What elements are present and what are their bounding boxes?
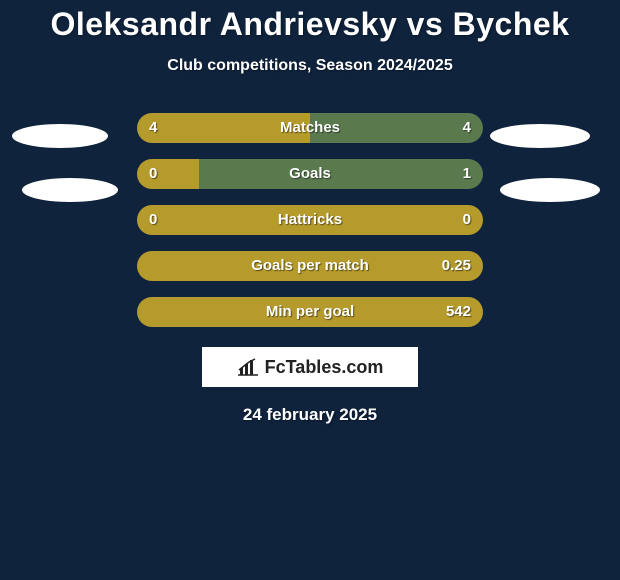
decor-ellipse xyxy=(12,124,108,148)
comparison-card: Oleksandr Andrievsky vs Bychek Club comp… xyxy=(0,0,620,580)
stat-label: Goals xyxy=(137,159,483,189)
page-subtitle: Club competitions, Season 2024/2025 xyxy=(0,57,620,75)
decor-ellipse xyxy=(490,124,590,148)
bar-chart-icon xyxy=(237,358,259,376)
footer-date: 24 february 2025 xyxy=(0,405,620,425)
decor-ellipse xyxy=(500,178,600,202)
page-title: Oleksandr Andrievsky vs Bychek xyxy=(0,0,620,43)
stat-row: 44Matches xyxy=(137,113,483,143)
stat-label: Matches xyxy=(137,113,483,143)
stat-row: 01Goals xyxy=(137,159,483,189)
stat-label: Goals per match xyxy=(137,251,483,281)
stat-label: Hattricks xyxy=(137,205,483,235)
stat-row: 542Min per goal xyxy=(137,297,483,327)
stat-label: Min per goal xyxy=(137,297,483,327)
brand-badge: FcTables.com xyxy=(202,347,418,387)
stat-row: 0.25Goals per match xyxy=(137,251,483,281)
decor-ellipse xyxy=(22,178,118,202)
brand-text: FcTables.com xyxy=(265,357,384,378)
stat-row: 00Hattricks xyxy=(137,205,483,235)
